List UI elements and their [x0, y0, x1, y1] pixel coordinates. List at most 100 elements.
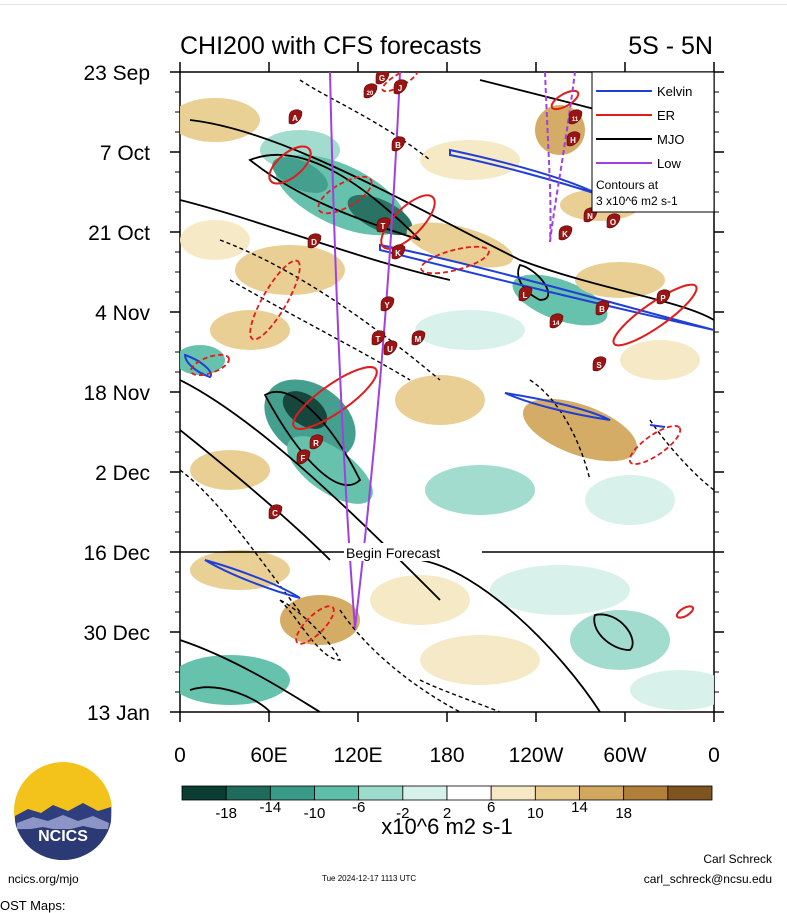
x-tick-label: 60W	[603, 744, 646, 767]
author-email[interactable]: carl_schreck@ncsu.edu	[643, 872, 772, 886]
legend: Kelvin ER MJO Low Contours at 3 x10^6 m2…	[591, 71, 715, 213]
colorbar-label: -18	[215, 805, 237, 822]
storm-marker-label: J	[398, 84, 402, 93]
storm-marker: S	[592, 356, 607, 372]
colorbar-swatch	[314, 785, 360, 801]
storm-marker-label: M	[415, 335, 422, 344]
y-axis: 23 Sep 7 Oct 21 Oct 4 Nov 18 Nov 2 Dec 16 Dec 3…	[83, 62, 724, 725]
storm-marker: Y	[380, 296, 395, 312]
storm-marker-label: L	[523, 291, 528, 300]
colorbar-label: 2	[443, 805, 451, 822]
storm-marker: C	[268, 504, 283, 520]
colorbar-swatch	[402, 785, 448, 801]
colorbar-swatch	[358, 785, 404, 801]
storm-marker: R	[309, 434, 324, 450]
storm-marker-label: B	[395, 141, 401, 150]
storm-marker: 14	[549, 313, 564, 329]
storm-marker: K	[391, 244, 406, 260]
storm-marker-label: 20	[367, 91, 374, 97]
storm-marker-label: K	[395, 249, 401, 258]
x-tick-label: 180	[429, 744, 464, 767]
storm-marker-label: G	[379, 74, 385, 83]
colorbar-label: 6	[487, 799, 495, 816]
chart-subtitle: 5S - 5N	[628, 32, 713, 60]
x-tick-label: 120E	[333, 744, 382, 767]
colorbar-swatch	[269, 785, 315, 801]
storm-marker: J	[393, 79, 408, 95]
hovmoller-chart: CHI200 with CFS forecasts 5S - 5N	[83, 32, 724, 839]
colorbar-label: 10	[527, 805, 544, 822]
chart-title: CHI200 with CFS forecasts	[180, 32, 482, 60]
colorbar-label: -2	[396, 805, 409, 822]
low-contours	[329, 72, 576, 629]
colorbar-swatch	[490, 785, 536, 801]
x-tick-label: 120W	[509, 744, 564, 767]
storm-marker: B	[595, 300, 610, 316]
storm-marker-label: A	[292, 114, 298, 123]
storm-marker-label: O	[610, 218, 616, 227]
y-tick-label: 30 Dec	[83, 622, 150, 645]
y-tick-label: 16 Dec	[83, 542, 150, 565]
storm-marker-label: F	[301, 454, 306, 463]
ncics-logo: NCICS	[14, 762, 112, 860]
x-axis: 0 60E 120E 180 120W 60W 0	[174, 62, 720, 767]
legend-note-1: Contours at	[596, 178, 659, 192]
storm-marker: A	[288, 109, 303, 125]
storm-marker: P	[656, 289, 671, 305]
colorbar: -18 -14 -10 -6 -2 2 6 10 14 18	[181, 785, 713, 822]
storm-marker-label: S	[596, 361, 602, 370]
storm-marker-label: K	[562, 230, 568, 239]
site-link[interactable]: ncics.org/mjo	[8, 872, 79, 886]
top-divider	[0, 4, 787, 5]
logo-text: NCICS	[38, 828, 88, 845]
storm-marker-label: H	[570, 136, 576, 145]
er-dashed-contours	[190, 72, 682, 645]
y-tick-label: 18 Nov	[83, 382, 150, 405]
colorbar-label: 18	[615, 805, 632, 822]
storm-marker-label: 11	[572, 117, 579, 123]
colorbar-swatch	[181, 785, 227, 801]
storm-marker: T	[376, 217, 391, 233]
storm-marker: U	[383, 340, 398, 356]
storm-marker: B	[391, 136, 406, 152]
y-tick-label: 4 Nov	[95, 302, 150, 325]
storm-marker-label: B	[599, 305, 605, 314]
section-heading-partial: OST Maps:	[0, 898, 66, 913]
storm-marker-label: C	[272, 509, 278, 518]
storm-marker-label: N	[587, 212, 593, 221]
storm-marker-label: T	[376, 335, 381, 344]
storm-marker: F	[296, 449, 311, 465]
storm-marker: M	[411, 330, 426, 346]
legend-kelvin: Kelvin	[657, 84, 692, 99]
x-tick-label: 0	[174, 744, 186, 767]
storm-marker: 11	[568, 109, 583, 125]
x-tick-label: 60E	[250, 744, 287, 767]
colorbar-label: 14	[571, 799, 588, 816]
storm-marker: K	[558, 225, 573, 241]
colorbar-label: -14	[259, 799, 281, 816]
timestamp: Tue 2024-12-17 1113 UTC	[322, 874, 417, 883]
storm-marker-label: D	[311, 238, 317, 247]
storm-marker-label: P	[660, 294, 666, 303]
colorbar-swatch	[623, 785, 669, 801]
colorbar-swatch	[446, 785, 492, 801]
storm-marker: G	[375, 72, 390, 85]
y-tick-label: 7 Oct	[100, 142, 150, 165]
x-tick-label: 0	[708, 744, 720, 767]
storm-marker: D	[307, 233, 322, 249]
colorbar-label: -6	[352, 799, 365, 816]
legend-mjo: MJO	[657, 132, 684, 147]
y-tick-label: 23 Sep	[83, 62, 150, 85]
storm-marker: 20	[363, 83, 378, 99]
begin-forecast-bg	[344, 543, 482, 561]
y-tick-label: 13 Jan	[87, 702, 150, 725]
storm-marker-label: U	[387, 345, 393, 354]
legend-er: ER	[657, 108, 675, 123]
storm-marker: H	[566, 131, 581, 147]
colorbar-units: x10^6 m2 s-1	[381, 814, 512, 839]
storm-marker-label: Y	[384, 301, 390, 310]
y-tick-label: 2 Dec	[95, 462, 150, 485]
colorbar-swatch	[579, 785, 625, 801]
